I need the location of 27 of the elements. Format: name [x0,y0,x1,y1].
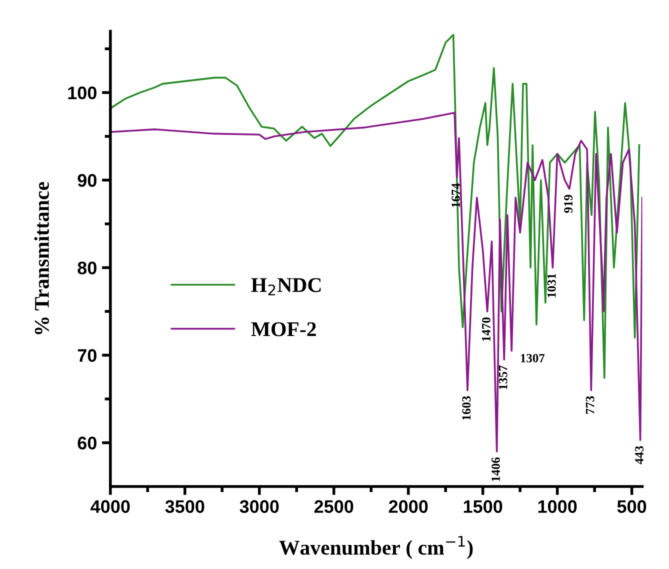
annotation: 1603 [462,396,471,420]
y-axis-title: % Transmittance [34,182,50,334]
annotation: 1307 [520,354,545,362]
x-tick-label: 3500 [165,500,204,513]
legend-label: MOF-2 [251,322,316,336]
x-tick-label: 4000 [90,500,130,513]
x-tick-label: 2500 [314,500,354,513]
x-tick-label: 1500 [464,500,502,513]
x-tick-label: 3000 [240,500,279,513]
y-tick-label: 80 [78,262,96,274]
annotation: 1470 [482,317,490,341]
annotation: 443 [635,446,644,464]
annotation: 919 [564,194,573,213]
annotation: 773 [586,396,594,414]
annotation: 1031 [547,274,556,298]
legend-label: H$_{2}$NDC [251,278,321,296]
y-tick-label: 60 [78,436,96,450]
x-tick-label: 1000 [538,500,577,513]
annotation: 1406 [492,457,500,482]
y-tick-label: 100 [68,86,96,100]
y-tick-label: 90 [78,174,96,187]
annotation: 1674 [452,183,460,208]
y-tick-label: 70 [78,349,96,362]
x-tick-label: 2000 [388,500,428,513]
annotation: 1357 [498,365,508,390]
x-tick-label: 500 [617,500,646,513]
x-axis-title: Wavenumber ( cm$^{−1}$) [279,536,473,560]
